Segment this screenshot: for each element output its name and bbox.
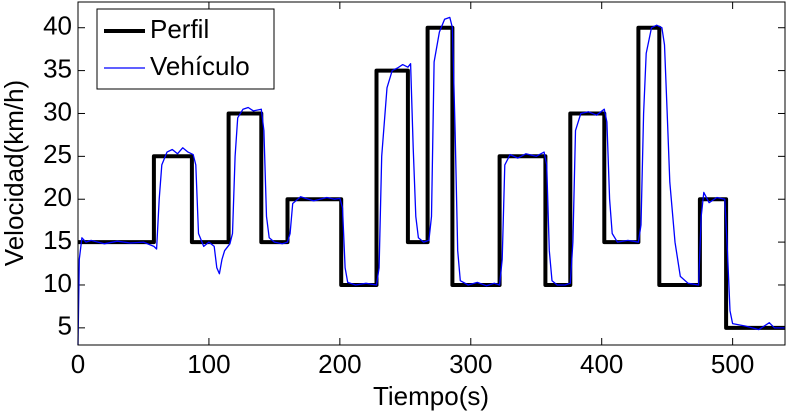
x-tick-label: 400 (580, 349, 623, 379)
y-tick-label: 10 (43, 268, 72, 298)
y-axis-label: Velocidad(km/h) (0, 80, 29, 266)
y-tick-label: 20 (43, 182, 72, 212)
y-tick-label: 30 (43, 96, 72, 126)
x-axis-label: Tiempo(s) (373, 381, 489, 411)
series-line (78, 25, 785, 330)
series-line (77, 16, 785, 346)
legend-label: Perfil (150, 14, 209, 44)
legend-box (96, 8, 275, 90)
x-tick-label: 100 (187, 349, 230, 379)
x-tick-label: 200 (318, 349, 361, 379)
legend-label: Vehículo (150, 51, 250, 81)
x-tick-label: 0 (71, 349, 85, 379)
y-tick-label: 40 (43, 11, 72, 41)
y-tick-label: 15 (43, 225, 72, 255)
x-tick-label: 300 (449, 349, 492, 379)
x-tick-label: 500 (711, 349, 754, 379)
axes-box (77, 1, 786, 346)
y-tick-label: 5 (58, 311, 72, 341)
y-tick-label: 25 (43, 139, 72, 169)
y-tick-label: 35 (43, 53, 72, 83)
